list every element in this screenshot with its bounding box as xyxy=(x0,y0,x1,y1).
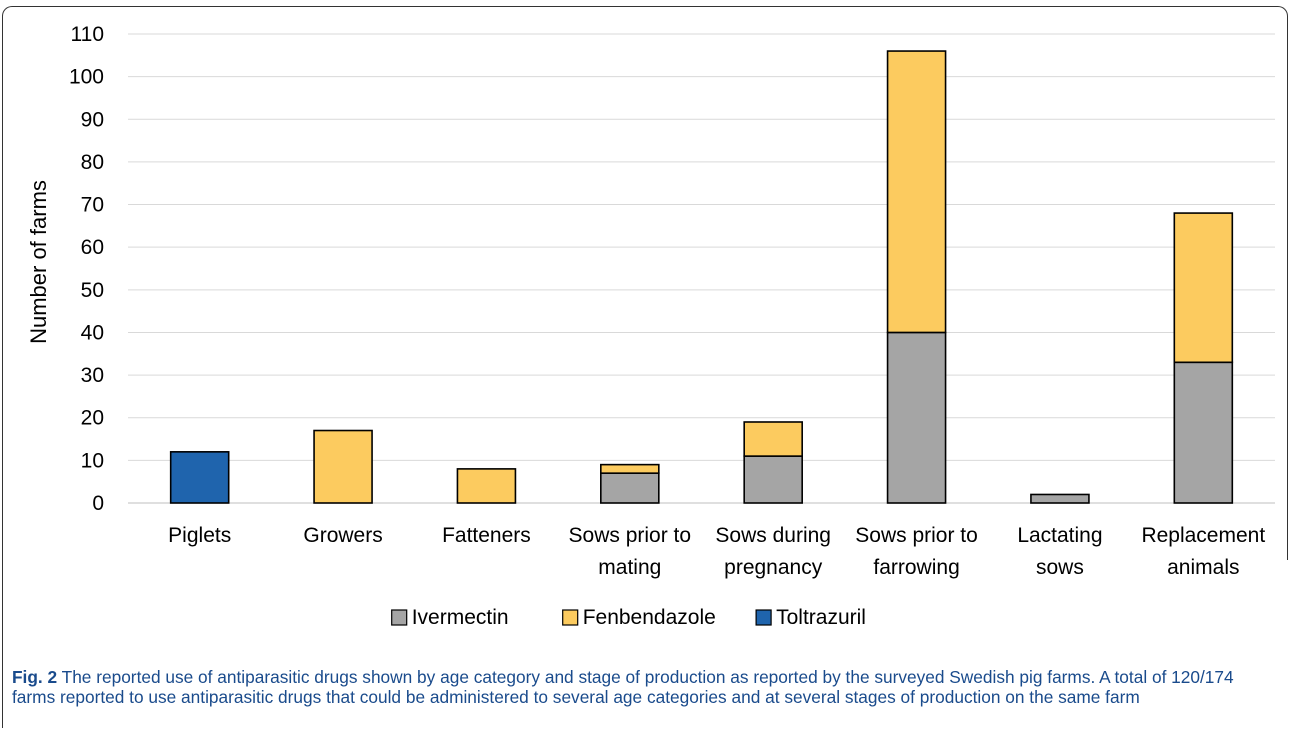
y-tick-labels: 0 10 20 30 40 50 60 70 80 90 100 110 xyxy=(69,23,104,515)
legend: Ivermectin Fenbendazole Toltrazuril xyxy=(391,606,866,629)
bar-segment-fenbendazole xyxy=(743,421,803,457)
y-tick-label: 0 xyxy=(92,492,104,515)
legend-swatch-fenbendazole xyxy=(562,609,579,626)
bars xyxy=(169,50,1234,504)
bar-segment-ivermectin xyxy=(1030,493,1090,504)
caption-label: Fig. 2 xyxy=(12,667,58,687)
x-tick-labels: Piglets Growers Fatteners Sows prior to mati… xyxy=(168,524,1265,579)
y-tick-label: 110 xyxy=(71,23,104,46)
legend-label: Toltrazuril xyxy=(776,606,866,629)
legend-swatch-ivermectin xyxy=(391,609,408,626)
caption-text: The reported use of antiparasitic drugs … xyxy=(12,667,1234,707)
legend-swatch-toltrazuril xyxy=(755,609,772,626)
x-tick-label: Sows during pregnancy xyxy=(715,524,831,579)
x-tick-label: Piglets xyxy=(168,524,231,547)
x-tick-label: Sows prior to mating xyxy=(569,524,692,579)
x-tick-label: Replacement animals xyxy=(1141,524,1265,579)
x-tick-label: Sows prior to farrowing xyxy=(855,524,978,579)
y-axis-label: Number of farms xyxy=(26,180,51,344)
y-tick-label: 50 xyxy=(81,279,104,302)
bar-segment-ivermectin xyxy=(886,331,947,504)
legend-label: Fenbendazole xyxy=(583,606,716,629)
legend-label: Ivermectin xyxy=(412,606,509,629)
y-tick-label: 70 xyxy=(81,194,104,217)
bar-segment-fenbendazole xyxy=(886,50,947,334)
figure-frame xyxy=(2,6,1288,728)
y-tick-label: 20 xyxy=(81,407,104,430)
bar-segment-toltrazuril xyxy=(169,451,230,504)
stacked-bar-chart: 0 10 20 30 40 50 60 70 80 90 100 110 Piglets Growers… xyxy=(26,23,1275,629)
y-tick-label: 60 xyxy=(81,236,104,259)
bar-segment-fenbendazole xyxy=(600,463,660,474)
bar-segment-ivermectin xyxy=(743,455,803,504)
figure-caption: Fig. 2 The reported use of antiparasitic… xyxy=(12,667,1280,707)
y-tick-label: 30 xyxy=(81,364,104,387)
bar-segment-ivermectin xyxy=(1173,361,1234,504)
y-tick-label: 40 xyxy=(81,321,104,344)
gridlines xyxy=(128,33,1275,504)
bar-segment-ivermectin xyxy=(600,472,660,504)
bar-segment-fenbendazole xyxy=(313,429,373,504)
x-tick-label: Lactating sows xyxy=(1017,524,1102,579)
y-tick-label: 90 xyxy=(81,108,104,131)
x-tick-label: Growers xyxy=(303,524,382,547)
y-tick-label: 100 xyxy=(69,66,104,89)
bar-segment-fenbendazole xyxy=(456,468,517,504)
y-tick-label: 80 xyxy=(81,151,104,174)
x-tick-label: Fatteners xyxy=(442,524,531,547)
y-tick-label: 10 xyxy=(81,449,104,472)
bar-segment-fenbendazole xyxy=(1173,212,1234,364)
